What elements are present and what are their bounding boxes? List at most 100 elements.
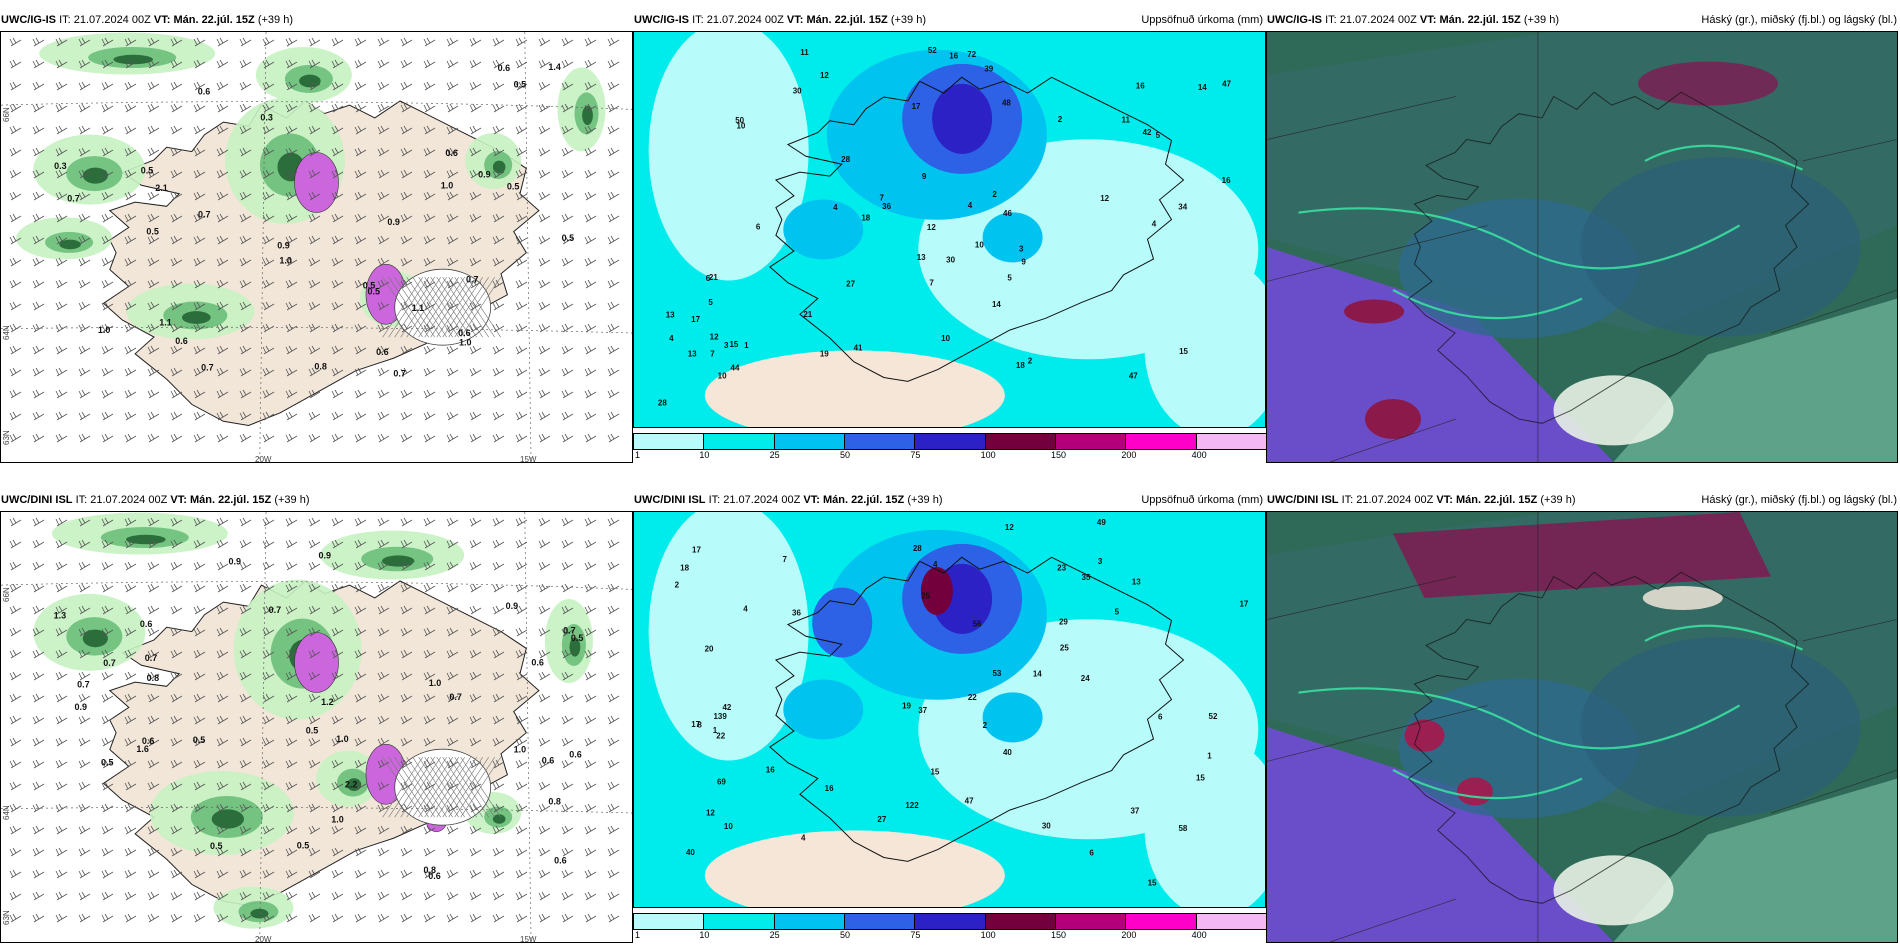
lon-label-15w: 15W (520, 935, 537, 944)
precip-value: 42 (1143, 128, 1152, 137)
precip-value: 0.7 (466, 274, 479, 284)
it-value: 21.07.2024 00Z (723, 494, 801, 506)
precip-value: 1.0 (429, 678, 442, 688)
precip-value: 0.7 (103, 658, 116, 668)
colorbar-tick-label: 200 (1121, 450, 1137, 460)
panel-title: Háský (gr.), miðský (fj.bl.) og lágský (… (1701, 14, 1897, 26)
panel-r2-precip: UWC/DINI ISL IT: 21.07.2024 00Z VT: Mán.… (633, 490, 1267, 945)
panel-header: UWC/DINI ISL IT: 21.07.2024 00Z VT: Mán.… (633, 490, 1266, 510)
precip-value: 0.9 (478, 169, 491, 179)
vt-label: VT: (786, 14, 804, 26)
map-cloud-cover[interactable] (1266, 31, 1898, 463)
colorbar-cell (1125, 433, 1197, 450)
colorbar-tick-label: 50 (840, 450, 851, 460)
precip-value: 30 (793, 86, 802, 95)
precip-value: 0.8 (548, 796, 561, 806)
precip-value: 0.9 (319, 551, 332, 561)
vt-label: VT: (803, 494, 820, 506)
colorbar-tick-label: 10 (699, 930, 710, 940)
precip-value: 1.3 (54, 610, 67, 620)
precip-value: 10 (718, 371, 727, 380)
precip-value: 6 (706, 274, 711, 283)
colorbar-tick-label: 1 (635, 450, 641, 460)
precip-value: 5 (1156, 131, 1161, 140)
precip-value: 0.9 (75, 702, 88, 712)
precip-value: 7 (782, 555, 787, 564)
dry-land (704, 350, 1005, 427)
lat-label-66n: 66N (2, 107, 11, 122)
low-cloud-area (1267, 247, 1614, 462)
precip-value: 0.5 (571, 633, 584, 643)
colorbar-cell (1055, 913, 1127, 930)
precip-value: 19 (820, 350, 829, 359)
precip-value: 18 (1016, 361, 1025, 370)
iceland-outline (1407, 571, 1810, 904)
precip-value: 0.6 (445, 148, 458, 158)
precip-value: 0.3 (54, 161, 67, 171)
colorbar-tick-label: 150 (1051, 450, 1067, 460)
precip-value: 24 (1081, 674, 1090, 683)
precip-value: 13 (917, 253, 926, 262)
model-name: UWC/IG-IS (1, 14, 56, 26)
map-accumulated-precip[interactable]: 30 34 36 47 5 10 46 19 27 14 11 12 50 47 41 39 44 42 72 18 2… (633, 31, 1266, 428)
vt-label: VT: (1419, 14, 1437, 26)
it-value: 21.07.2024 00Z (73, 14, 151, 26)
precip-value: 12 (1100, 194, 1109, 203)
colorbar-tick-label: 150 (1051, 930, 1067, 940)
precip-value: 1.0 (441, 181, 454, 191)
map-accumulated-precip[interactable]: 49 36 29 23 22 24 40 27 12 16 22 69 122 18 42 139 47 37 56… (633, 511, 1266, 908)
high-cloud-area (1613, 778, 1897, 942)
precip-value: 1.2 (321, 697, 334, 707)
colorbar: 1 10 25 50 75 100 150 200 400 (633, 433, 1267, 460)
precip-value: 7 (880, 193, 885, 202)
precip-value: 12 (1005, 523, 1014, 532)
colorbar-cell (703, 913, 775, 930)
precip-value: 0.9 (506, 601, 519, 611)
precip-value: 69 (717, 778, 726, 787)
precip-value: 11 (800, 48, 809, 57)
precip-value: 48 (1002, 98, 1011, 107)
precip-value: 10 (736, 121, 745, 130)
precip-value: 0.5 (297, 841, 310, 851)
panel-r1-precip: UWC/IG-IS IT: 21.07.2024 00Z VT: Mán. 22… (633, 10, 1267, 465)
precip-value: 5 (1115, 608, 1120, 617)
precip-value: 0.6 (376, 347, 389, 357)
precip-value: 6 (756, 223, 761, 232)
glacier-patch (394, 748, 492, 826)
precip-value: 7 (929, 278, 934, 287)
precip-value: 0.5 (507, 182, 520, 192)
low-cloud-area (1267, 727, 1614, 942)
precip-value: 27 (846, 279, 855, 288)
colorbar-tick-label: 75 (910, 930, 921, 940)
precip-value: 0.6 (175, 336, 188, 346)
it-value: 21.07.2024 00Z (90, 494, 168, 506)
precip-value: 1.4 (548, 62, 561, 72)
precip-value: 1.0 (331, 815, 344, 825)
precip-value: 2 (983, 721, 988, 730)
colorbar-cell (1055, 433, 1127, 450)
graticule (1267, 512, 1897, 942)
precip-value: 40 (1003, 748, 1012, 757)
precip-value: 0.6 (531, 658, 544, 668)
panel-header: UWC/DINI ISL IT: 21.07.2024 00Z VT: Mán.… (1266, 490, 1900, 510)
colorbar-cell (984, 913, 1056, 930)
precip-value: 16 (1222, 176, 1231, 185)
panel-header: UWC/IG-IS IT: 21.07.2024 00Z VT: Mán. 22… (0, 10, 633, 30)
map-wind-precip[interactable]: 0.8 1.0 0.9 0.6 0.7 0.8 0.5 0.6 1.0 0.5 0.9 1.0 0.7 0… (0, 511, 633, 943)
precip-value: 37 (918, 706, 927, 715)
precip-value: 0.5 (514, 80, 527, 90)
colorbar-tick-label: 400 (1191, 930, 1207, 940)
precip-value: 1.6 (136, 744, 149, 754)
map-wind-precip[interactable]: 0.7 0.6 1.1 0.5 0.9 0.6 0.5 0.7 1.0 0.6 1.0 0.3 0.9 0… (0, 31, 633, 463)
precip-value: 4 (743, 605, 748, 614)
map-cloud-cover[interactable] (1266, 511, 1898, 943)
precip-value: 13 (688, 349, 697, 358)
colorbar-tick-label: 75 (910, 450, 921, 460)
vt-label: VT: (1436, 494, 1453, 506)
precip-value: 30 (946, 255, 955, 264)
precip-value: 4 (933, 560, 938, 569)
precip-value: 3 (1098, 557, 1103, 566)
precip-value: 1 (713, 726, 718, 735)
panel-r1-wind: UWC/IG-IS IT: 21.07.2024 00Z VT: Mán. 22… (0, 10, 633, 465)
vt-value: Mán. 22.júl. 15Z (806, 14, 888, 26)
